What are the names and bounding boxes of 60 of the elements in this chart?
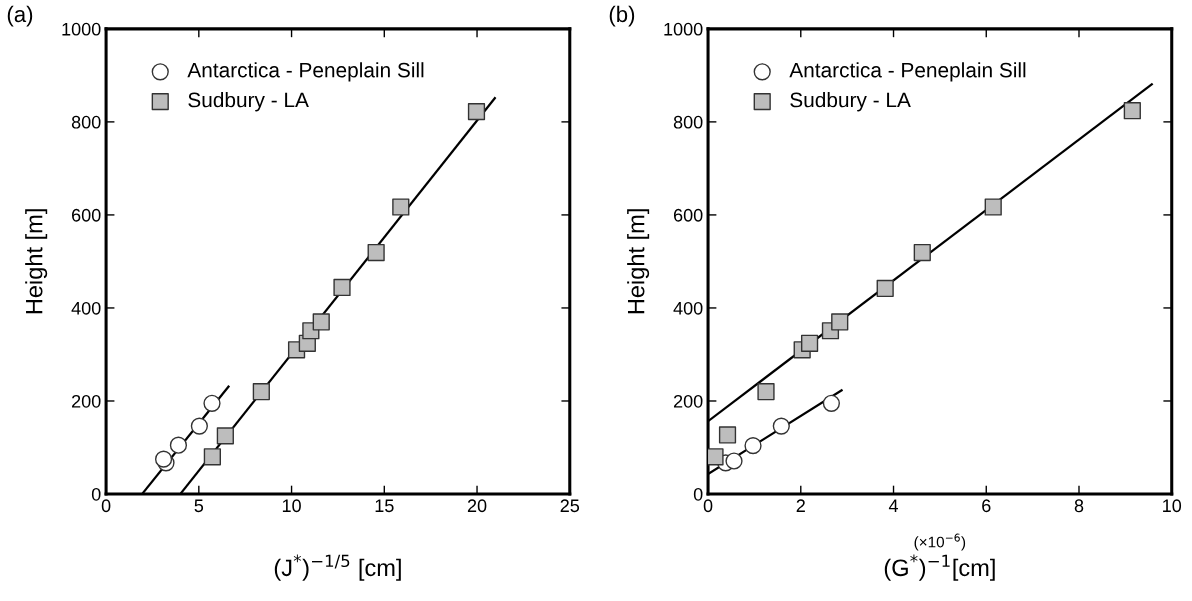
chart-title: (b) bbox=[609, 5, 635, 27]
point bbox=[333, 278, 351, 297]
point bbox=[800, 334, 819, 352]
y-axis-title: Height [m] bbox=[25, 209, 48, 314]
point bbox=[725, 452, 743, 470]
x-tick-label: 8 bbox=[1074, 499, 1084, 513]
x-tick-label: 4 bbox=[888, 499, 899, 512]
point bbox=[757, 383, 775, 401]
point bbox=[876, 279, 894, 298]
x-tick-label: 2 bbox=[796, 499, 805, 512]
x-axis-title: (G$^{*}$)$^{−1}$[cm] bbox=[884, 554, 995, 581]
y-axis-title: Height [m] bbox=[627, 209, 650, 314]
x-tick-label: 10 bbox=[1163, 499, 1182, 513]
point bbox=[913, 243, 931, 262]
chart-title: (a) bbox=[7, 5, 33, 27]
x-tick-label: 6 bbox=[982, 499, 991, 513]
point bbox=[772, 417, 790, 435]
point bbox=[708, 448, 724, 466]
x-axis-title: (J$^{*}$)$^{−1/5}$ [cm] bbox=[274, 554, 401, 581]
y-tick-label: 200 bbox=[72, 394, 101, 408]
point bbox=[744, 437, 762, 455]
point bbox=[203, 394, 221, 412]
legend-label: Sudbury - LA bbox=[188, 92, 309, 112]
y-tick-label: 800 bbox=[71, 115, 101, 129]
legend-label: Sudbury - LA bbox=[790, 92, 911, 112]
point bbox=[831, 313, 849, 331]
point bbox=[169, 436, 188, 454]
y-tick-label: 800 bbox=[673, 115, 703, 129]
x-tick-label: 0 bbox=[703, 499, 713, 513]
point bbox=[984, 198, 1002, 216]
point bbox=[312, 313, 330, 331]
point bbox=[392, 198, 410, 216]
x-tick-label: 25 bbox=[560, 499, 580, 513]
point bbox=[718, 426, 737, 444]
y-tick-label: 1000 bbox=[664, 22, 703, 36]
point bbox=[252, 383, 270, 401]
point bbox=[822, 394, 841, 412]
point bbox=[1123, 102, 1141, 120]
y-tick-label: 600 bbox=[673, 208, 703, 222]
text: (×10$^{−6}$) bbox=[914, 533, 966, 551]
x-tick-label: 20 bbox=[467, 499, 487, 513]
y-tick-label: 0 bbox=[693, 487, 703, 501]
y-tick-label: 0 bbox=[91, 487, 101, 501]
x-tick-label: 5 bbox=[194, 499, 204, 513]
x-tick-label: 15 bbox=[375, 499, 394, 513]
y-tick-label: 200 bbox=[673, 394, 703, 408]
legend-label: Antarctica - Peneplain Sill bbox=[789, 62, 1026, 82]
point bbox=[216, 427, 234, 445]
point bbox=[367, 243, 385, 262]
point bbox=[203, 448, 221, 466]
x-tick-label: 0 bbox=[101, 499, 111, 513]
point bbox=[190, 417, 208, 435]
y-tick-label: 1000 bbox=[62, 22, 101, 36]
point bbox=[467, 103, 486, 121]
y-tick-label: 600 bbox=[72, 208, 101, 222]
y-tick-label: 400 bbox=[71, 301, 101, 315]
x-tick-label: 10 bbox=[282, 499, 301, 513]
y-tick-label: 400 bbox=[673, 301, 703, 315]
legend-label: Antarctica - Peneplain Sill bbox=[187, 62, 424, 82]
point bbox=[154, 450, 173, 468]
